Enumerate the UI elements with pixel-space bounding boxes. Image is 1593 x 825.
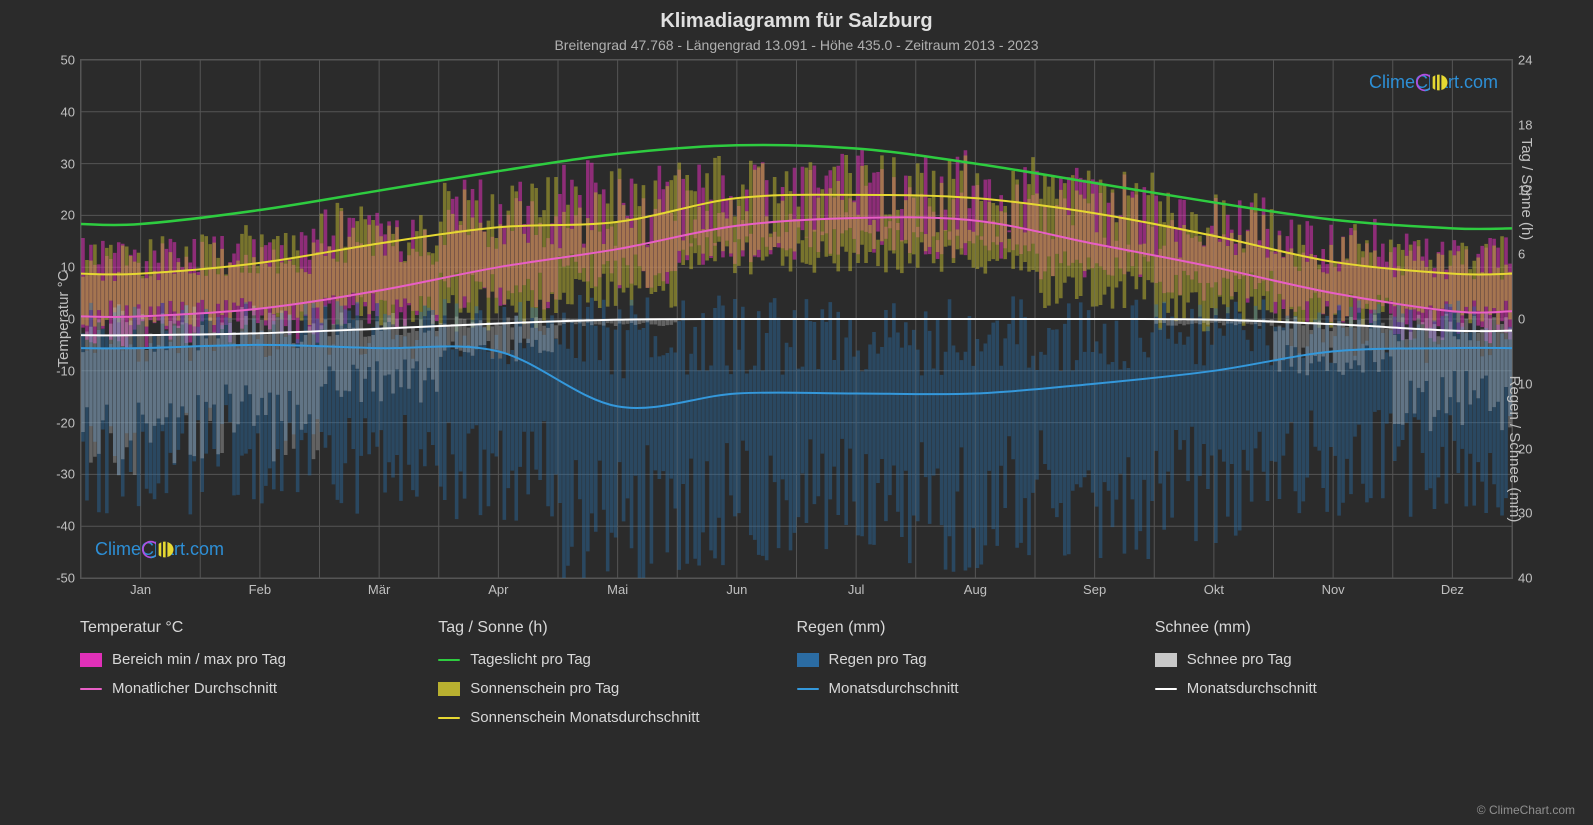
legend-swatch <box>797 688 819 690</box>
legend-item: Regen pro Tag <box>797 651 1135 668</box>
xtick-month: Nov <box>1322 582 1345 597</box>
ytick-left: 20 <box>61 208 75 223</box>
ytick-right: 6 <box>1518 247 1525 262</box>
legend-swatch <box>797 653 819 667</box>
chart-subtitle: Breitengrad 47.768 - Längengrad 13.091 -… <box>0 33 1593 59</box>
legend-item: Tageslicht pro Tag <box>438 651 776 668</box>
xtick-month: Aug <box>964 582 987 597</box>
legend-title: Temperatur °C <box>80 619 418 637</box>
ytick-right: 24 <box>1518 53 1532 68</box>
ytick-left: 40 <box>61 104 75 119</box>
legend-item: Bereich min / max pro Tag <box>80 651 418 668</box>
legend-item: Monatsdurchschnitt <box>1155 680 1493 697</box>
legend-item: Monatsdurchschnitt <box>797 680 1135 697</box>
legend-item: Sonnenschein Monatsdurchschnitt <box>438 709 776 726</box>
xtick-month: Apr <box>488 582 508 597</box>
legend-swatch <box>438 717 460 719</box>
xtick-month: Jan <box>130 582 151 597</box>
xtick-month: Sep <box>1083 582 1106 597</box>
legend-label: Sonnenschein Monatsdurchschnitt <box>470 709 699 726</box>
xtick-month: Okt <box>1204 582 1224 597</box>
y-axis-left-label: Temperatur °C <box>55 271 72 368</box>
legend-swatch <box>438 659 460 661</box>
legend-column: Temperatur °C Bereich min / max pro Tag Mo… <box>80 619 438 738</box>
xtick-month: Jun <box>726 582 747 597</box>
legend-column: Regen (mm) Regen pro Tag Monatsdurchschnit… <box>797 619 1155 738</box>
y-axis-right-top-label: Tag / Sonne (h) <box>1518 138 1535 241</box>
xtick-month: Dez <box>1441 582 1464 597</box>
legend-label: Bereich min / max pro Tag <box>112 651 286 668</box>
legend-title: Tag / Sonne (h) <box>438 619 776 637</box>
legend-swatch <box>438 682 460 696</box>
legend-swatch <box>1155 688 1177 690</box>
legend-item: Monatlicher Durchschnitt <box>80 680 418 697</box>
legend-label: Tageslicht pro Tag <box>470 651 591 668</box>
xtick-month: Jul <box>848 582 865 597</box>
legend-item: Sonnenschein pro Tag <box>438 680 776 697</box>
ytick-left: -50 <box>56 571 75 586</box>
ytick-right: 40 <box>1518 571 1532 586</box>
logo-bottom: ClimeChart.com <box>95 539 224 560</box>
legend-column: Tag / Sonne (h) Tageslicht pro Tag Sonnens… <box>438 619 796 738</box>
chart-area: ClimeChart.com ClimeChart.com -50-40-30-… <box>80 59 1513 579</box>
legend-label: Monatsdurchschnitt <box>1187 680 1317 697</box>
legend-label: Regen pro Tag <box>829 651 927 668</box>
ytick-left: -40 <box>56 519 75 534</box>
xtick-month: Feb <box>249 582 271 597</box>
y-axis-right-bottom-label: Regen / Schnee (mm) <box>1506 376 1523 523</box>
legend-title: Schnee (mm) <box>1155 619 1493 637</box>
xtick-month: Mai <box>607 582 628 597</box>
plot: ClimeChart.com ClimeChart.com -50-40-30-… <box>80 59 1513 579</box>
legend-swatch <box>80 688 102 690</box>
legend-item: Schnee pro Tag <box>1155 651 1493 668</box>
chart-title: Klimadiagramm für Salzburg <box>0 0 1593 33</box>
legend-title: Regen (mm) <box>797 619 1135 637</box>
plot-svg <box>81 60 1512 578</box>
ytick-left: 50 <box>61 53 75 68</box>
legend-label: Schnee pro Tag <box>1187 651 1292 668</box>
legend-swatch <box>80 653 102 667</box>
legend: Temperatur °C Bereich min / max pro Tag Mo… <box>80 619 1513 738</box>
legend-swatch <box>1155 653 1177 667</box>
copyright: © ClimeChart.com <box>1477 803 1575 817</box>
legend-label: Monatsdurchschnitt <box>829 680 959 697</box>
legend-column: Schnee (mm) Schnee pro Tag Monatsdurchschn… <box>1155 619 1513 738</box>
xtick-month: Mär <box>368 582 390 597</box>
legend-label: Monatlicher Durchschnitt <box>112 680 277 697</box>
ytick-left: 30 <box>61 156 75 171</box>
ytick-right: 0 <box>1518 312 1525 327</box>
ytick-left: -20 <box>56 415 75 430</box>
ytick-left: -30 <box>56 467 75 482</box>
logo-top: ClimeChart.com <box>1369 72 1498 93</box>
ytick-right: 18 <box>1518 117 1532 132</box>
legend-label: Sonnenschein pro Tag <box>470 680 619 697</box>
